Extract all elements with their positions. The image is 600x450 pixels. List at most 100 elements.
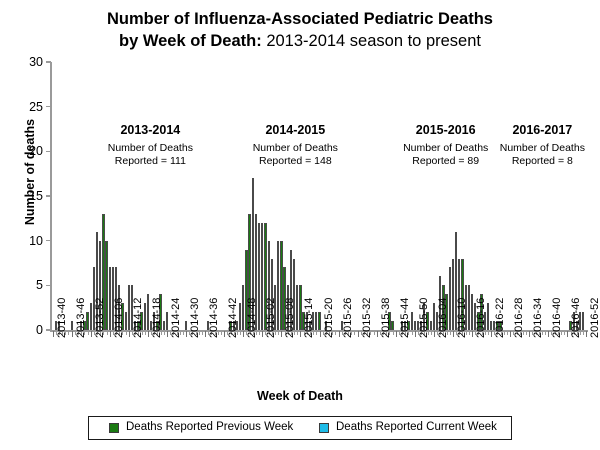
x-axis-tick [81,331,83,335]
x-axis-tick [265,331,267,335]
x-axis-tick [116,331,118,335]
bar-previous-week [302,312,305,330]
x-axis-tick [478,331,480,335]
chart-title-line-1: Number of Influenza-Associated Pediatric… [106,10,493,28]
x-axis-tick [103,331,105,335]
x-axis-tick [100,331,102,335]
season-name: 2016-2017 [512,123,573,137]
bar-previous-week [448,267,451,330]
x-axis-tick [208,331,210,335]
bar-previous-week [127,285,130,330]
y-axis-tick [46,284,51,287]
bar-previous-week [435,312,439,330]
x-axis-tick-label: 2014-18 [150,297,163,338]
x-axis-tick [74,331,76,335]
bar-previous-week [312,312,315,330]
season-annotation: 2015-2016 Number of Deaths Reported = 89 [376,124,516,168]
bar-previous-week [426,312,429,330]
x-axis-tick [494,331,496,335]
x-axis-tick [262,331,264,337]
x-axis-tick [230,331,232,335]
x-axis-tick-label: 2016-28 [513,297,526,338]
x-axis-tick [475,331,477,335]
x-axis-tick [65,331,67,335]
x-axis-tick [348,331,350,335]
x-axis-tick [284,331,286,335]
x-axis-tick [93,331,95,335]
x-axis-tick [519,331,521,335]
x-axis-tick [290,331,292,335]
bar-previous-week [410,312,413,330]
x-axis-tick [573,331,575,335]
legend-label-current-week: Deaths Reported Current Week [336,421,497,434]
bar-previous-week [461,258,464,330]
bar-series-container [51,62,588,330]
x-axis-tick [338,331,340,337]
x-axis-line [50,330,588,332]
bar-previous-week [315,312,318,330]
x-axis-tick-label: 2016-40 [551,297,564,338]
x-axis-tick [586,331,588,337]
bar-previous-week [489,321,493,330]
x-axis-tick [411,331,413,335]
bar-previous-week [416,321,420,330]
x-axis-tick [214,331,216,335]
x-axis-tick-label: 2016-04 [436,297,449,338]
x-axis-tick-label: 2015-44 [398,297,411,338]
x-axis-tick [179,331,181,335]
x-axis-tick [421,331,423,335]
bar-previous-week [286,285,289,330]
x-axis-tick [170,331,172,335]
y-axis-tick [46,150,51,153]
bar-previous-week [429,321,432,330]
bar-previous-week [111,267,115,330]
bar-previous-week [235,321,239,330]
x-axis-tick [433,331,435,337]
bar-previous-week [80,321,83,330]
x-axis-tick [297,331,299,335]
x-axis-tick-label: 2016-16 [475,297,488,338]
season-name: 2015-2016 [415,123,476,137]
x-axis-tick-label: 2014-12 [131,297,144,338]
season-deaths-total: Reported = 111 [114,155,186,167]
x-axis-tick [506,331,508,335]
season-deaths-caption: Number of Deaths [499,142,585,154]
bar-previous-week [400,321,404,330]
bar-previous-week [54,321,57,330]
x-axis-tick [513,331,515,335]
plot-area: 0 5 10 15 20 25 30 2013-40 2013-46 2013-52 2014-0… [29,56,600,338]
bar-previous-week [420,321,423,330]
x-axis-tick-label: 2014-36 [208,297,221,338]
y-axis-tick [46,239,51,242]
x-axis-tick [329,331,331,335]
x-axis-tick [128,331,130,337]
bar-previous-week [413,321,416,330]
bar-previous-week [99,240,102,330]
bar-previous-week [454,231,458,330]
bar-previous-week [118,285,121,330]
bar-previous-week [404,321,407,330]
x-axis-tick [452,331,454,337]
x-axis-tick [503,331,505,335]
x-axis-tick [189,331,191,335]
x-axis-tick [427,331,429,335]
bar-previous-week [432,303,436,330]
y-axis-tick [46,329,51,331]
x-axis-tick [249,331,251,335]
x-axis-tick [443,331,445,335]
x-axis-tick [141,331,143,335]
x-axis-tick [271,331,273,335]
x-axis-tick [357,331,359,337]
x-axis-tick [341,331,343,335]
x-axis-tick [62,331,64,335]
x-axis-tick-label: 2015-08 [284,297,297,338]
x-axis-tick [325,331,327,335]
season-annotation: 2013-2014 Number of Deaths Reported = 111 [80,124,220,168]
x-axis-tick [437,331,439,335]
x-axis-tick [192,331,194,335]
bar-previous-week [299,285,302,330]
bar-previous-week [474,303,477,330]
x-axis-tick [472,331,474,337]
bar-previous-week [108,267,111,330]
bar-previous-week [121,303,124,330]
